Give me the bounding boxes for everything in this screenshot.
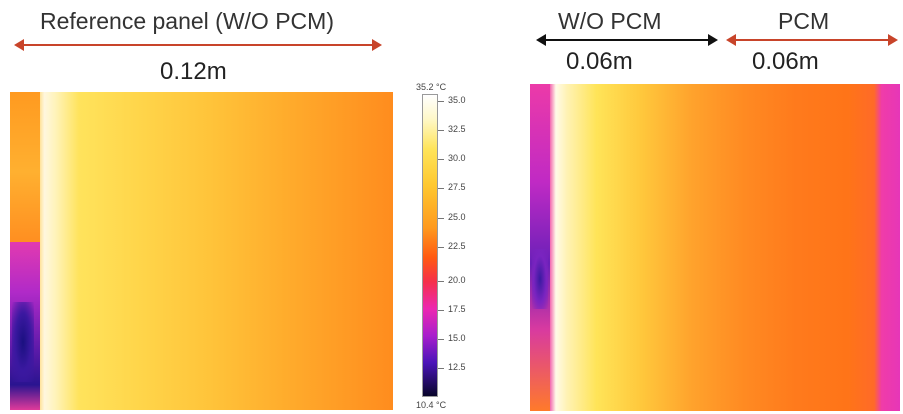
wo-pcm-section-dimension: 0.06m — [566, 48, 633, 75]
scale-tick: 22.5 — [448, 241, 466, 251]
scale-tick: 12.5 — [448, 362, 466, 372]
scale-tick: 15.0 — [448, 333, 466, 343]
temperature-color-scale — [422, 94, 438, 397]
pcm-section-dimension: 0.06m — [752, 48, 819, 75]
pcm-section-title: PCM — [778, 8, 830, 34]
scale-tick: 20.0 — [448, 275, 466, 285]
pcm-width-arrow — [726, 34, 898, 46]
reference-panel-title: Reference panel (W/O PCM) — [40, 8, 334, 34]
scale-tick: 32.5 — [448, 124, 466, 134]
reference-panel-width-arrow — [14, 39, 382, 51]
reference-panel-dimension: 0.12m — [160, 58, 227, 85]
scale-min-label: 10.4 °C — [416, 400, 447, 410]
reference-panel-thermal-image — [10, 92, 393, 410]
scale-tick: 27.5 — [448, 182, 466, 192]
scale-max-label: 35.2 °C — [416, 82, 447, 92]
wo-pcm-section-title: W/O PCM — [558, 8, 662, 34]
pcm-panel-thermal-image — [530, 84, 900, 411]
scale-tick: 30.0 — [448, 153, 466, 163]
scale-tick: 25.0 — [448, 212, 466, 222]
scale-tick: 35.0 — [448, 95, 466, 105]
wo-pcm-width-arrow — [536, 34, 718, 46]
scale-tick: 17.5 — [448, 304, 466, 314]
